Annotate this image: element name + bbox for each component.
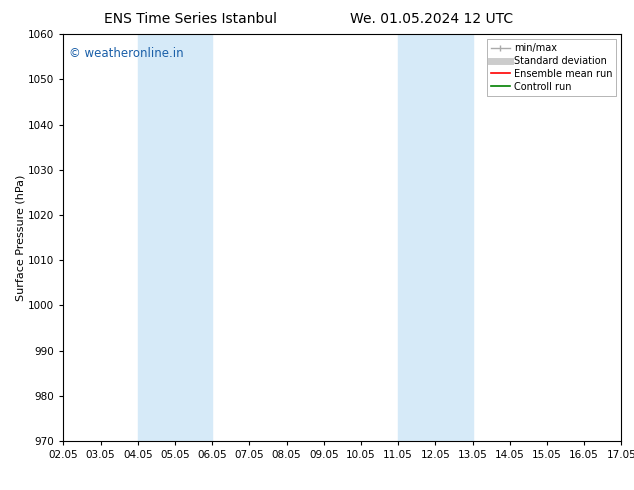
Text: ENS Time Series Istanbul: ENS Time Series Istanbul xyxy=(104,12,276,26)
Legend: min/max, Standard deviation, Ensemble mean run, Controll run: min/max, Standard deviation, Ensemble me… xyxy=(487,39,616,96)
Y-axis label: Surface Pressure (hPa): Surface Pressure (hPa) xyxy=(15,174,25,301)
Text: © weatheronline.in: © weatheronline.in xyxy=(69,47,184,59)
Bar xyxy=(398,34,472,441)
Bar xyxy=(138,34,212,441)
Text: We. 01.05.2024 12 UTC: We. 01.05.2024 12 UTC xyxy=(349,12,513,26)
